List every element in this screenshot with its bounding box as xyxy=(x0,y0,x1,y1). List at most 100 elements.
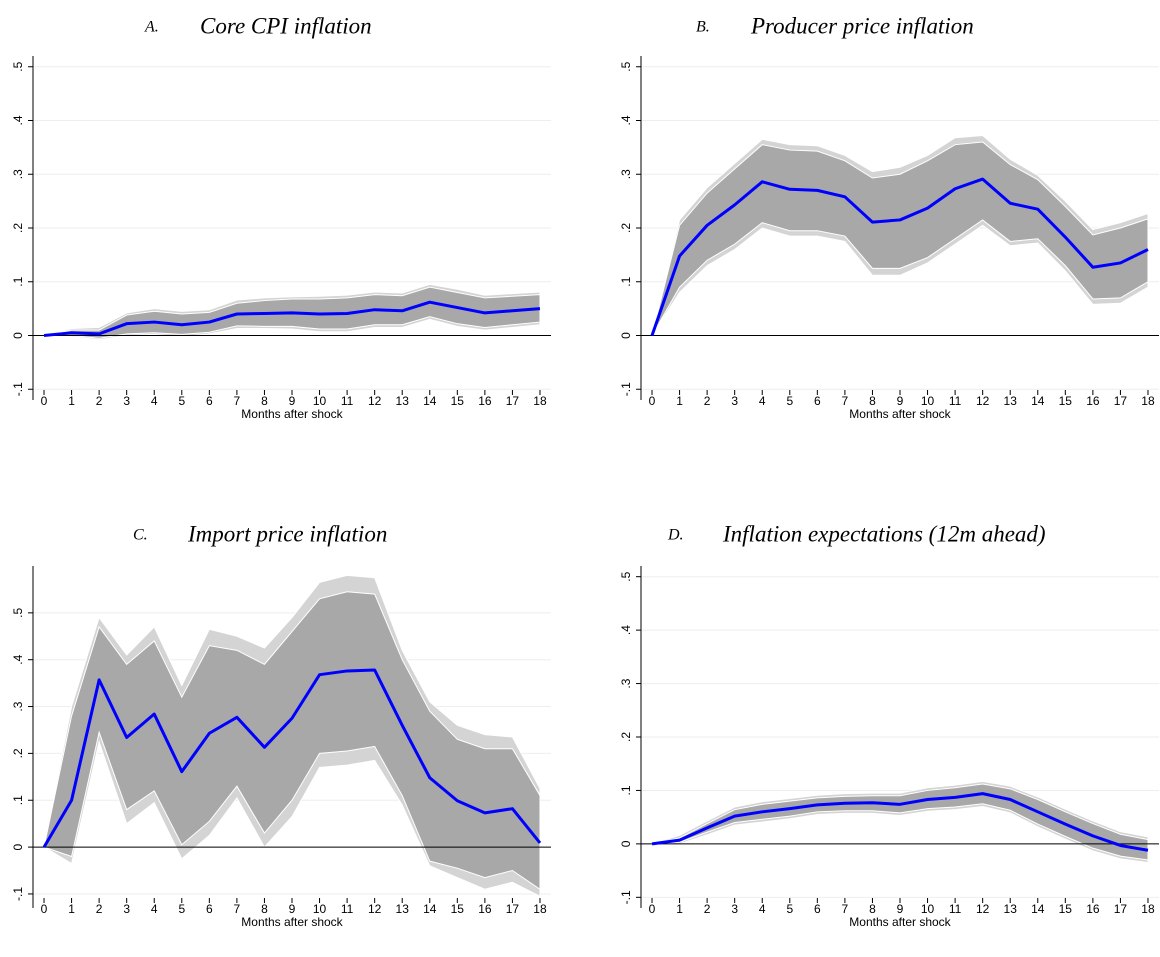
x-tick-label: 2 xyxy=(96,394,103,408)
x-tick-label: 2 xyxy=(704,394,711,408)
y-tick-label: .3 xyxy=(619,678,633,688)
x-tick-label: 4 xyxy=(151,394,158,408)
y-tick-label: .3 xyxy=(11,169,25,179)
x-tick-label: 6 xyxy=(206,394,213,408)
x-tick-label: 5 xyxy=(786,394,793,408)
x-tick-label: 11 xyxy=(949,902,962,916)
y-tick-label: .4 xyxy=(619,625,633,635)
x-tick-label: 9 xyxy=(289,394,296,408)
x-tick-label: 12 xyxy=(368,394,382,408)
panel-title: Inflation expectations (12m ahead) xyxy=(722,521,1046,546)
x-tick-label: 6 xyxy=(814,902,821,916)
y-tick-label: -.1 xyxy=(11,887,25,901)
x-tick-label: 4 xyxy=(759,394,766,408)
panel-label: A. xyxy=(144,19,159,36)
y-tick-label: 0 xyxy=(11,332,25,339)
x-axis-label: Months after shock xyxy=(849,915,951,929)
x-tick-label: 16 xyxy=(478,394,492,408)
y-tick-label: .2 xyxy=(11,748,25,758)
y-tick-label: .1 xyxy=(619,785,633,795)
y-tick-label: .2 xyxy=(619,223,633,233)
x-axis-label: Months after shock xyxy=(241,407,343,421)
y-tick-label: .4 xyxy=(619,115,633,125)
y-tick-label: .2 xyxy=(11,223,25,233)
x-tick-label: 3 xyxy=(123,394,130,408)
x-tick-label: 0 xyxy=(649,394,656,408)
x-tick-label: 2 xyxy=(96,902,103,916)
x-tick-label: 15 xyxy=(1059,902,1073,916)
x-tick-label: 13 xyxy=(396,394,410,408)
x-tick-label: 18 xyxy=(1141,394,1155,408)
irf-line xyxy=(650,177,1149,336)
x-tick-label: 8 xyxy=(869,902,876,916)
x-tick-label: 10 xyxy=(313,902,327,916)
x-tick-label: 9 xyxy=(289,902,296,916)
panel-label: B. xyxy=(696,19,710,36)
x-tick-label: 10 xyxy=(921,394,935,408)
x-tick-label: 0 xyxy=(41,902,48,916)
x-tick-label: 9 xyxy=(897,394,904,408)
x-tick-label: 2 xyxy=(704,902,711,916)
panel-label: C. xyxy=(133,527,148,544)
x-tick-label: 16 xyxy=(1086,394,1100,408)
x-tick-label: 16 xyxy=(478,902,492,916)
x-tick-label: 6 xyxy=(814,394,821,408)
x-tick-label: 0 xyxy=(41,394,48,408)
y-tick-label: .3 xyxy=(11,701,25,711)
y-tick-label: .4 xyxy=(11,115,25,125)
x-tick-label: 17 xyxy=(506,394,520,408)
x-tick-label: 1 xyxy=(68,902,75,916)
y-tick-label: .5 xyxy=(11,608,25,618)
x-tick-label: 0 xyxy=(649,902,656,916)
y-tick-label: .1 xyxy=(11,795,25,805)
x-tick-label: 7 xyxy=(234,902,241,916)
y-tick-label: .5 xyxy=(619,61,633,71)
x-tick-label: 5 xyxy=(178,394,185,408)
panel-title: Core CPI inflation xyxy=(200,13,372,38)
y-tick-label: .1 xyxy=(619,276,633,286)
x-tick-label: 11 xyxy=(949,394,962,408)
x-tick-label: 3 xyxy=(123,902,130,916)
x-tick-label: 5 xyxy=(178,902,185,916)
x-tick-label: 18 xyxy=(533,394,547,408)
y-tick-label: -.1 xyxy=(11,382,25,396)
x-tick-label: 15 xyxy=(1059,394,1073,408)
irf-line xyxy=(651,792,1149,852)
x-tick-label: 3 xyxy=(731,902,738,916)
panel-label: D. xyxy=(667,527,684,544)
x-tick-label: 14 xyxy=(1031,902,1045,916)
y-tick-label: .1 xyxy=(11,276,25,286)
x-tick-label: 10 xyxy=(921,902,935,916)
x-tick-label: 15 xyxy=(451,902,465,916)
x-tick-label: 17 xyxy=(1114,902,1128,916)
x-tick-label: 15 xyxy=(451,394,465,408)
x-tick-label: 8 xyxy=(261,902,268,916)
x-tick-label: 1 xyxy=(676,902,683,916)
x-tick-label: 1 xyxy=(68,394,75,408)
x-tick-label: 13 xyxy=(1004,902,1018,916)
y-tick-label: .5 xyxy=(619,571,633,581)
x-tick-label: 10 xyxy=(313,394,327,408)
x-tick-label: 13 xyxy=(1004,394,1018,408)
y-tick-label: -.1 xyxy=(619,890,633,904)
x-tick-label: 6 xyxy=(206,902,213,916)
x-tick-label: 12 xyxy=(368,902,382,916)
irf-line xyxy=(43,300,541,337)
x-tick-label: 8 xyxy=(869,394,876,408)
x-axis-label: Months after shock xyxy=(241,915,343,929)
confidence-band xyxy=(651,783,1149,861)
y-tick-label: .4 xyxy=(11,654,25,664)
x-tick-label: 8 xyxy=(261,394,268,408)
x-tick-label: 9 xyxy=(897,902,904,916)
x-tick-label: 11 xyxy=(341,902,354,916)
y-tick-label: 0 xyxy=(11,843,25,850)
x-tick-label: 4 xyxy=(759,902,766,916)
x-tick-label: 16 xyxy=(1086,902,1100,916)
y-tick-label: .5 xyxy=(11,61,25,71)
x-tick-label: 7 xyxy=(842,394,849,408)
x-tick-label: 14 xyxy=(423,902,437,916)
x-tick-label: 7 xyxy=(842,902,849,916)
x-tick-label: 7 xyxy=(234,394,241,408)
